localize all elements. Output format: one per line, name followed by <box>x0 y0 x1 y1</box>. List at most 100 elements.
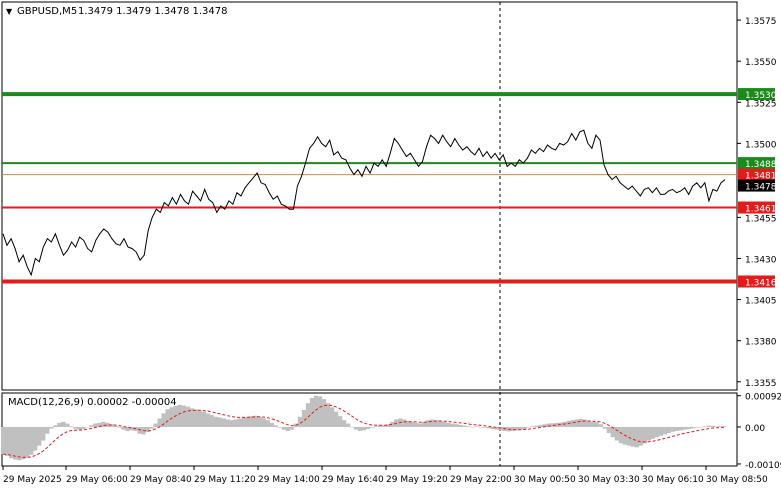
macd-bar <box>626 426 632 446</box>
macd-bar <box>45 426 50 434</box>
macd-bar <box>566 420 571 427</box>
x-tick-label: 29 May 08:40 <box>130 475 192 485</box>
y-tick-label: 1.3525 <box>745 99 777 109</box>
macd-bar <box>41 426 46 441</box>
macd-bar <box>341 420 347 427</box>
macd-bar <box>85 426 90 428</box>
main-plot-frame <box>1 1 738 391</box>
macd-bar <box>386 424 391 427</box>
macd-bar <box>149 426 154 429</box>
macd-bar <box>438 420 443 427</box>
macd-bar <box>253 415 259 427</box>
macd-bar <box>598 424 603 427</box>
ohlc-label: 1.3479 1.3479 1.3478 1.3478 <box>78 6 228 17</box>
macd-bar <box>193 409 198 427</box>
x-tick-label: 29 May 19:20 <box>386 475 448 485</box>
macd-bar <box>374 426 379 427</box>
macd-bar <box>510 426 515 432</box>
macd-bar <box>105 422 110 427</box>
macd-bar <box>333 411 339 427</box>
y-tick-label: 1.3550 <box>745 58 777 68</box>
macd-bar <box>345 423 351 427</box>
macd-bar <box>546 423 551 427</box>
macd-bar <box>101 421 106 427</box>
macd-bar <box>410 421 415 427</box>
macd-bar <box>618 426 624 444</box>
macd-bar <box>129 426 134 431</box>
macd-bar <box>109 424 114 427</box>
x-axis-time: 29 May 2025 29 May 06:00 29 May 08:40 29 Ma… <box>2 466 768 485</box>
macd-bar <box>674 426 680 432</box>
macd-bar <box>710 425 716 427</box>
macd-bar <box>550 423 555 427</box>
macd-label: MACD(12,26,9) 0.00002 -0.00004 <box>8 397 177 408</box>
macd-tick-label: -0.00109 <box>745 461 781 471</box>
x-tick-label: 30 May 06:10 <box>642 475 704 485</box>
macd-bar <box>205 413 210 427</box>
macd-bar <box>113 425 118 427</box>
y-tick-label: 1.3575 <box>745 17 777 27</box>
macd-bar <box>357 426 363 432</box>
macd-bar <box>642 426 648 444</box>
level-price-tag <box>738 157 775 170</box>
macd-bar <box>486 426 491 429</box>
x-tick-label: 29 May 2025 <box>3 475 62 485</box>
macd-bar <box>69 426 74 427</box>
macd-bar <box>117 426 122 428</box>
y-tick-label: 1.3430 <box>745 255 777 265</box>
macd-bar <box>145 426 150 433</box>
macd-bar <box>706 425 712 427</box>
macd-bar <box>522 426 527 429</box>
macd-bar <box>638 426 644 446</box>
x-tick-label: 29 May 16:40 <box>322 475 384 485</box>
level-price-label: 1.3461 <box>745 205 777 215</box>
macd-bar <box>378 425 383 427</box>
macd-bar <box>666 426 672 434</box>
macd-bar <box>297 416 303 427</box>
macd-bar <box>538 424 543 427</box>
macd-bar <box>197 410 202 427</box>
macd-bar <box>594 422 599 427</box>
macd-bar <box>209 415 214 427</box>
macd-bar <box>650 426 656 439</box>
macd-bar <box>662 426 668 435</box>
macd-bar <box>450 423 455 427</box>
macd-bar <box>289 426 295 430</box>
price-series <box>2 129 726 277</box>
level-price-tag <box>738 275 775 288</box>
macd-tick-label: 0.00 <box>745 424 765 434</box>
macd-bar <box>658 426 664 436</box>
macd-bar <box>630 426 636 447</box>
macd-bar <box>265 420 271 427</box>
x-tick-label: 29 May 14:00 <box>258 475 320 485</box>
macd-bar <box>53 425 58 427</box>
macd-bar <box>301 409 307 427</box>
macd-bar <box>530 426 535 427</box>
macd-bar <box>269 422 275 427</box>
header-arrow-icon[interactable]: ▼ <box>6 7 13 16</box>
y-axis-price: 1.3575 1.3550 1.3525 1.3500 1.3455 1.3430 1.34… <box>737 17 777 389</box>
macd-bar <box>13 426 18 460</box>
macd-bar <box>225 419 230 427</box>
ask-price-tag <box>738 168 775 181</box>
macd-bar <box>325 403 331 427</box>
macd-bar <box>261 418 267 427</box>
macd-bar <box>718 426 724 427</box>
x-tick-label: 30 May 08:50 <box>706 475 768 485</box>
macd-bar <box>125 426 130 432</box>
macd-bar <box>586 420 591 427</box>
macd-bar <box>169 407 174 427</box>
macd-tick-label: 0.00092 <box>745 393 781 403</box>
macd-bar <box>590 421 595 427</box>
macd-bar <box>366 426 371 429</box>
macd-bar <box>382 425 387 427</box>
macd-bar <box>161 413 166 427</box>
macd-bar <box>722 426 728 427</box>
macd-bar <box>582 419 587 427</box>
macd-bar <box>81 426 86 429</box>
macd-bar <box>602 426 607 429</box>
macd-bar <box>337 416 343 427</box>
